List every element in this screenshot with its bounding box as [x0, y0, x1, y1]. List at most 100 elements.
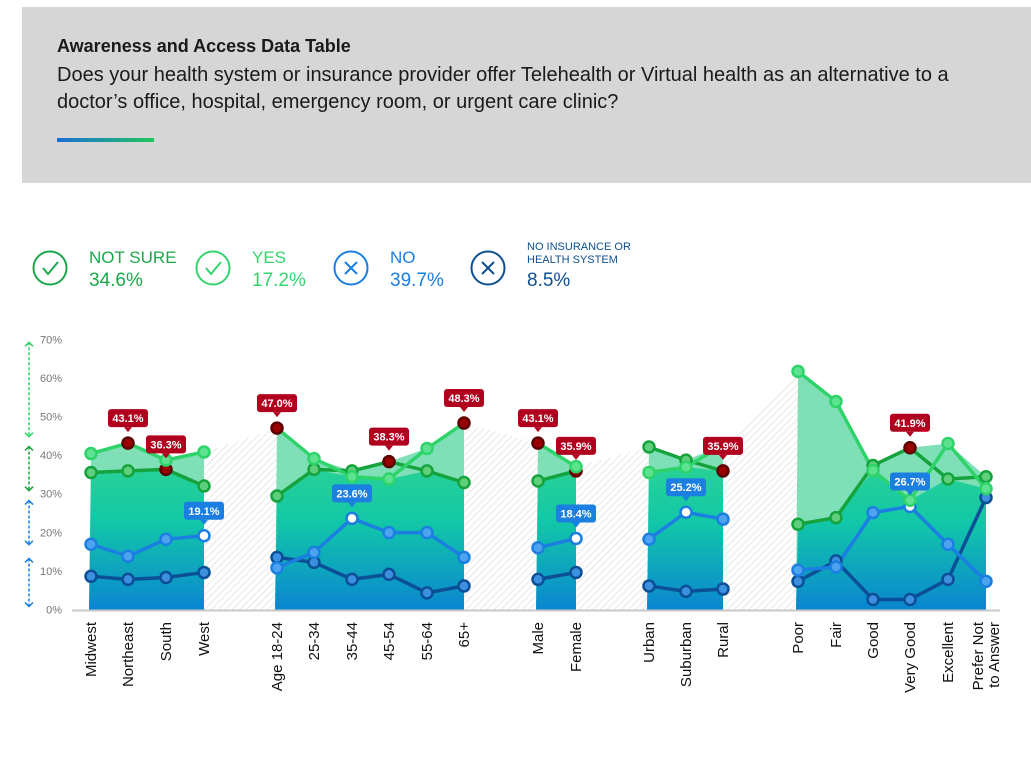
data-point-yes	[642, 465, 656, 480]
value-callout-red: 43.1%	[518, 409, 558, 433]
survey-question: Does your health system or insurance pro…	[57, 64, 949, 113]
page-title: Awareness and Access Data Table	[57, 36, 351, 56]
data-point-no	[121, 549, 135, 563]
data-point-yes	[866, 463, 880, 478]
callout-label: 43.1%	[522, 413, 553, 425]
callout-label: 26.7%	[894, 476, 925, 488]
data-point-no_insurance	[941, 572, 955, 587]
gap-hatch-area	[723, 371, 798, 610]
callout-label: 19.1%	[188, 506, 219, 518]
callout-pointer	[273, 412, 281, 418]
data-point-no	[84, 537, 98, 552]
callout-label: 23.6%	[336, 488, 367, 500]
data-point-no_insurance	[866, 592, 880, 607]
data-point-not_sure	[642, 440, 656, 454]
data-point-yes	[121, 436, 135, 450]
x-tick-label: Age 18-24	[269, 622, 286, 691]
callout-pointer	[682, 496, 690, 502]
callout-box	[146, 435, 186, 454]
data-point-no	[270, 561, 284, 575]
data-point-no_insurance	[121, 572, 135, 587]
data-point-yes	[903, 493, 917, 508]
callout-box	[556, 504, 596, 523]
x-tick-label: Suburban	[678, 622, 695, 687]
data-point-no	[159, 532, 173, 546]
data-point-yes	[345, 469, 359, 484]
gap-hatch-area	[464, 423, 538, 610]
callout-label: 43.1%	[112, 413, 143, 425]
data-point-no_insurance	[903, 592, 917, 607]
data-point-no	[829, 560, 843, 574]
data-point-no_insurance	[457, 579, 471, 593]
y-tick-label: 20%	[40, 527, 62, 539]
x-tick-label: 25-34	[306, 622, 323, 660]
x-tick-label: Good	[865, 622, 882, 659]
callout-box	[444, 389, 484, 408]
data-point-yes	[791, 364, 805, 379]
header-panel: Awareness and Access Data Table Does you…	[22, 7, 1031, 183]
y-tick-label: 70%	[40, 334, 62, 346]
x-tick-label: Very Good	[902, 622, 919, 693]
data-point-yes	[979, 481, 993, 496]
x-circle-icon	[333, 250, 369, 286]
series-line-no	[90, 534, 205, 558]
arrow-head-icon	[24, 341, 34, 438]
callout-pointer	[162, 453, 170, 459]
check-circle-icon	[32, 250, 68, 286]
data-point-yes	[84, 446, 98, 461]
value-callout-red: 48.3%	[444, 389, 484, 413]
data-point-no_insurance	[791, 574, 805, 589]
data-point-yes	[531, 436, 545, 450]
data-point-no	[197, 529, 211, 543]
data-point-no	[382, 525, 396, 540]
x-tick-label: Poor	[790, 622, 807, 654]
group-lower-area	[796, 470, 986, 610]
series-line-not_sure	[90, 467, 205, 488]
callout-box	[556, 436, 596, 455]
data-point-not_sure	[382, 454, 396, 469]
check-circle-icon	[195, 250, 231, 286]
data-point-no	[979, 574, 993, 589]
callout-pointer	[348, 502, 356, 508]
group-lower-area	[89, 469, 204, 610]
data-point-no	[642, 532, 656, 546]
x-tick-label: Prefer Notto Answer	[970, 621, 1003, 690]
x-tick-label: 45-54	[381, 622, 398, 660]
callout-label: 35.9%	[707, 441, 738, 453]
callout-label: 38.3%	[373, 432, 404, 444]
data-point-no	[457, 550, 471, 565]
data-point-not_sure	[457, 475, 471, 490]
legend-value: 17.2%	[252, 270, 306, 291]
y-tick-label: 10%	[40, 566, 62, 578]
callout-label: 47.0%	[261, 398, 292, 410]
x-tick-label: 65+	[456, 622, 473, 648]
x-circle-icon	[470, 250, 506, 286]
value-callout-red: 35.9%	[703, 436, 743, 460]
callout-label: 48.3%	[448, 393, 479, 405]
callout-pointer	[906, 490, 914, 496]
accent-divider	[57, 138, 154, 142]
callout-pointer	[124, 427, 132, 433]
legend-label: NOT SURE	[89, 248, 177, 267]
value-callout-blue: 19.1%	[184, 501, 224, 525]
x-tick-label: Excellent	[940, 621, 957, 683]
data-point-not_sure	[307, 462, 321, 477]
x-tick-label: 55-64	[419, 622, 436, 660]
data-point-yes	[307, 451, 321, 466]
x-tick-label: Midwest	[83, 621, 100, 677]
data-point-yes	[829, 394, 843, 409]
series-line-no_insurance	[797, 496, 988, 602]
group-lower-area	[275, 469, 464, 610]
callout-box	[332, 484, 372, 503]
x-tick-label: Rural	[715, 622, 732, 658]
callout-label: 41.9%	[894, 418, 925, 430]
callout-box	[703, 436, 743, 455]
y-tick-label: 40%	[40, 450, 62, 462]
data-point-yes	[457, 416, 471, 430]
x-tick-label: West	[196, 621, 213, 656]
callout-pointer	[200, 519, 208, 525]
value-callout-blue: 25.2%	[666, 478, 706, 502]
callout-box	[890, 413, 930, 432]
data-point-not_sure	[941, 472, 955, 486]
